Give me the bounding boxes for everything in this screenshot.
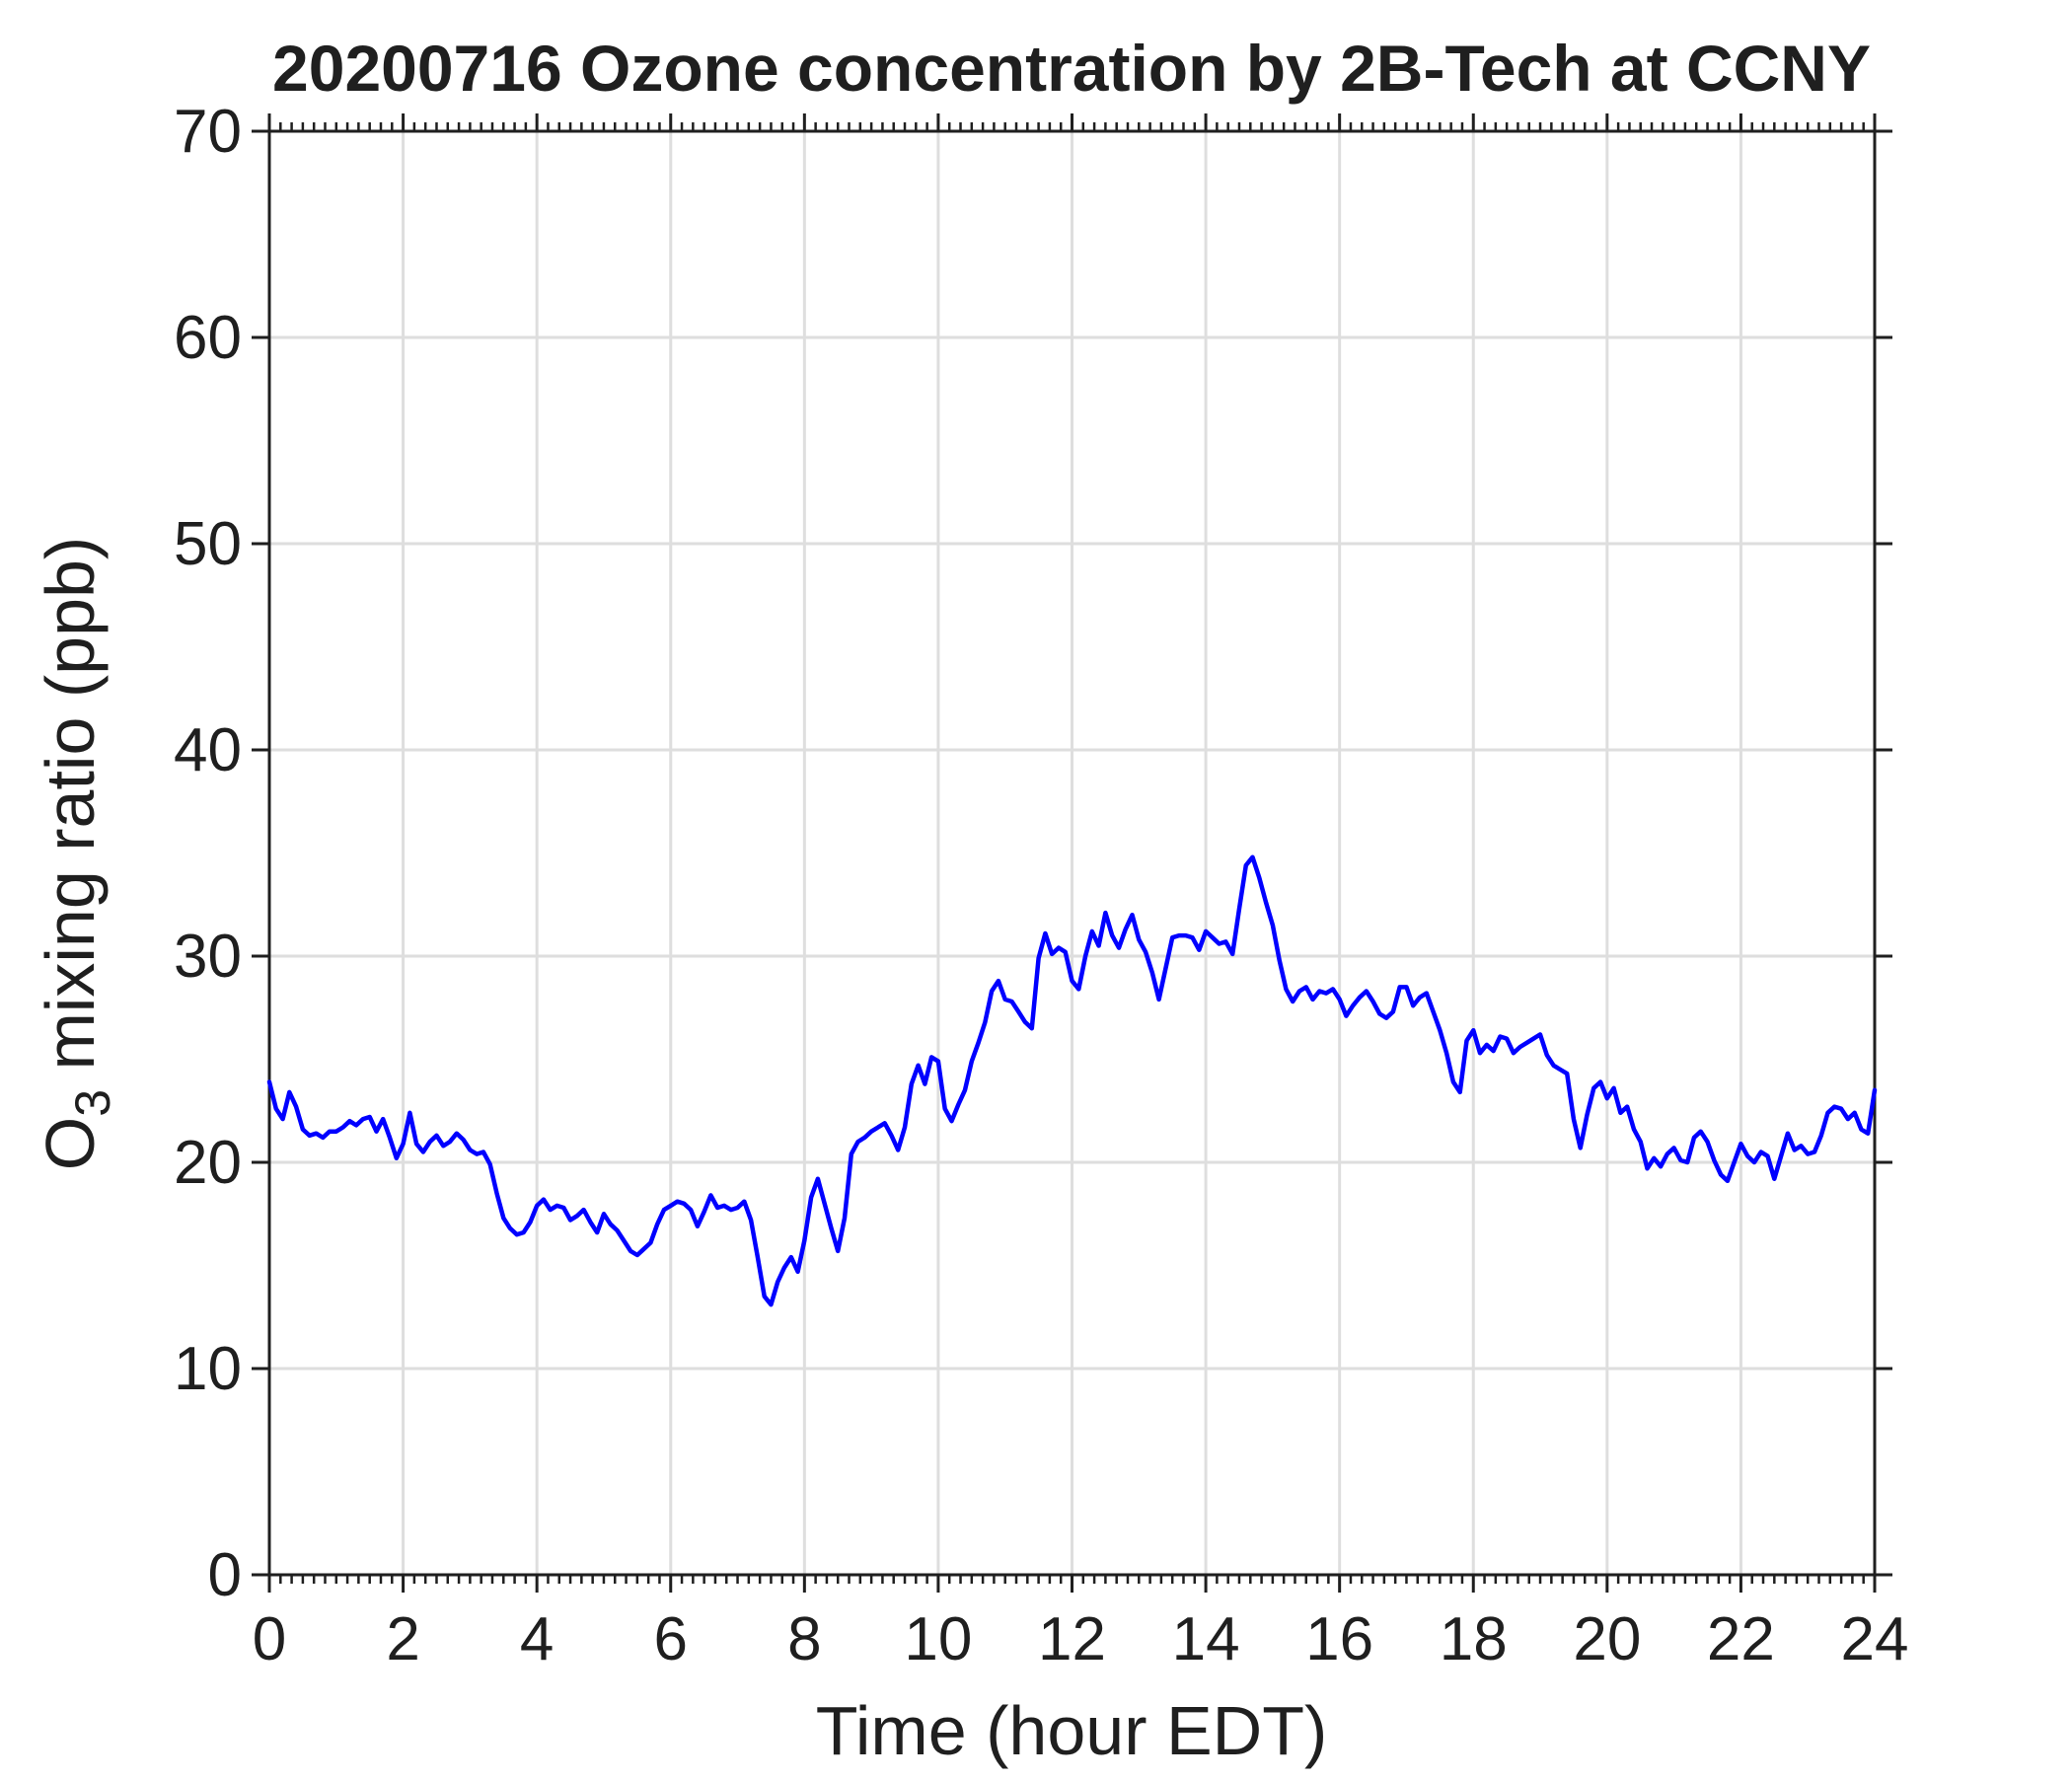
x-tick-label: 12 xyxy=(1038,1605,1106,1673)
x-tick-label: 16 xyxy=(1305,1605,1373,1673)
x-tick-label: 24 xyxy=(1841,1605,1909,1673)
grid-lines xyxy=(269,131,1875,1575)
y-tick-label: 10 xyxy=(174,1335,242,1403)
y-axis-label: O3 mixing ratio (ppb) xyxy=(32,537,120,1170)
x-tick-label: 6 xyxy=(654,1605,688,1673)
y-tick-label: 50 xyxy=(174,510,242,578)
y-tick-label: 70 xyxy=(174,98,242,166)
plot-frame xyxy=(267,129,1877,1577)
x-tick-label: 10 xyxy=(904,1605,972,1673)
x-tick-label: 4 xyxy=(520,1605,554,1673)
chart-title: 20200716 Ozone concentration by 2B-Tech … xyxy=(272,32,1871,105)
x-tick-label: 14 xyxy=(1172,1605,1240,1673)
x-tick-label: 18 xyxy=(1440,1605,1508,1673)
y-tick-label: 40 xyxy=(174,716,242,784)
y-tick-label: 60 xyxy=(174,304,242,372)
y-tick-label: 0 xyxy=(208,1541,242,1609)
x-tick-label: 20 xyxy=(1573,1605,1641,1673)
y-tick-label: 20 xyxy=(174,1129,242,1197)
x-tick-label: 8 xyxy=(787,1605,821,1673)
y-tick-label: 30 xyxy=(174,923,242,991)
x-tick-label: 22 xyxy=(1707,1605,1775,1673)
x-tick-label: 2 xyxy=(386,1605,419,1673)
x-axis-label: Time (hour EDT) xyxy=(816,1692,1328,1769)
ozone-series-line xyxy=(266,854,1878,1307)
x-tick-label: 0 xyxy=(253,1605,286,1673)
